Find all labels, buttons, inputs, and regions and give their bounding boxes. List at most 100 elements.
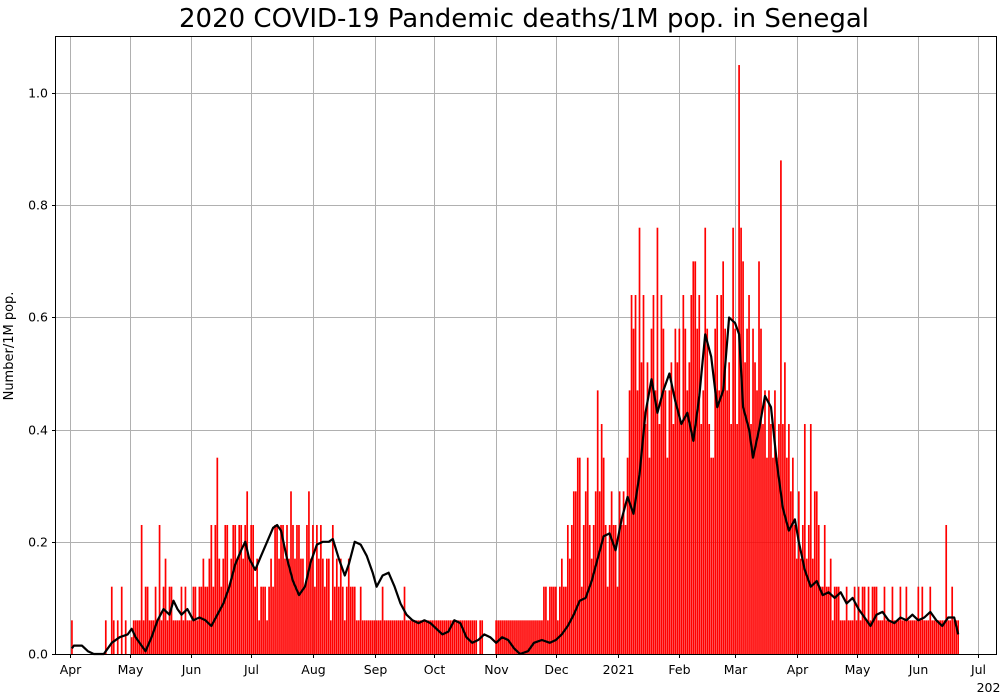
daily-death-bar [316, 524, 318, 654]
daily-death-bar [819, 586, 822, 654]
daily-death-bar [843, 620, 846, 654]
daily-death-bar [666, 457, 669, 654]
daily-death-bar [901, 620, 904, 654]
bars-layer [71, 65, 960, 654]
daily-death-bar [784, 362, 786, 654]
daily-death-bar [724, 328, 726, 654]
daily-death-bar [252, 524, 255, 654]
daily-death-bar [658, 424, 661, 654]
daily-death-bar [497, 620, 499, 654]
daily-death-bar [652, 295, 655, 654]
daily-death-bar [640, 362, 643, 654]
daily-death-bar [847, 620, 850, 654]
x-tick-label: Oct [424, 662, 446, 677]
daily-death-bar [594, 491, 597, 654]
daily-death-bar [742, 261, 744, 654]
daily-death-bar [867, 586, 870, 654]
daily-death-bar [604, 524, 607, 654]
x-tick-label: Aug [301, 662, 325, 677]
daily-death-bar [292, 524, 294, 654]
daily-death-bar [929, 586, 932, 654]
daily-death-bar [282, 524, 284, 654]
daily-death-bar [116, 620, 119, 654]
daily-death-bar [614, 524, 617, 654]
daily-death-bar [933, 620, 936, 654]
daily-death-bar [815, 491, 818, 654]
daily-death-bar [825, 586, 828, 654]
daily-death-bar [559, 586, 561, 654]
daily-death-bar [387, 620, 390, 654]
grid-layer [56, 37, 996, 655]
daily-death-bar [590, 558, 593, 654]
daily-death-bar [449, 620, 452, 654]
daily-death-bar [222, 558, 225, 654]
daily-death-bar [523, 620, 525, 654]
daily-death-bar [752, 328, 754, 654]
daily-death-bar [324, 586, 326, 654]
daily-death-bar [570, 524, 573, 654]
daily-death-bar [909, 620, 912, 654]
daily-death-bar [618, 491, 621, 654]
daily-death-bar [545, 586, 547, 654]
daily-death-bar [654, 390, 657, 654]
daily-death-bar [951, 586, 954, 654]
daily-death-bar [778, 424, 780, 654]
daily-death-bar [264, 586, 266, 654]
daily-death-bar [782, 424, 784, 654]
daily-death-bar [373, 620, 376, 654]
y-tick-label: 0.4 [28, 423, 48, 438]
daily-death-bar [720, 295, 723, 654]
daily-death-bar [674, 328, 677, 654]
daily-death-bar [853, 586, 856, 654]
y-tick-label: 0.0 [28, 647, 48, 662]
x-tick-label: May [845, 662, 871, 677]
daily-death-bar [429, 620, 432, 654]
daily-death-bar [266, 620, 268, 654]
daily-death-bar [907, 620, 910, 654]
daily-death-bar [172, 620, 175, 654]
daily-death-bar [475, 620, 478, 654]
daily-death-bar [393, 620, 396, 654]
daily-death-bar [312, 524, 314, 654]
daily-death-bar [608, 524, 611, 654]
daily-death-bar [419, 620, 422, 654]
daily-death-bar [710, 457, 713, 654]
daily-death-bar [371, 620, 374, 654]
daily-death-bar [198, 586, 201, 654]
daily-death-bar [174, 620, 177, 654]
daily-death-bar [274, 524, 276, 654]
daily-death-bar [405, 620, 408, 654]
daily-death-bar [835, 586, 838, 654]
daily-death-bar [326, 558, 328, 654]
daily-death-bar [363, 620, 366, 654]
daily-death-bar [543, 586, 545, 654]
daily-death-bar [606, 586, 609, 654]
daily-death-bar [622, 491, 625, 654]
daily-death-bar [596, 390, 599, 654]
daily-death-bar [541, 620, 543, 654]
daily-death-bar [592, 524, 595, 654]
daily-death-bar [320, 524, 322, 654]
daily-death-bar [407, 620, 410, 654]
daily-death-bar [801, 524, 804, 654]
daily-death-bar [564, 586, 567, 654]
daily-death-bar [104, 620, 107, 654]
daily-death-bar [469, 620, 472, 654]
daily-death-bar [582, 524, 585, 654]
daily-death-bar [849, 620, 852, 654]
daily-death-bar [445, 620, 448, 654]
daily-death-bar [547, 620, 549, 654]
daily-death-bar [740, 227, 742, 654]
daily-death-bar [214, 524, 217, 654]
daily-death-bar [250, 524, 253, 654]
daily-death-bar [935, 620, 938, 654]
daily-death-bar [805, 558, 808, 654]
daily-death-bar [859, 620, 862, 654]
daily-death-bar [164, 558, 167, 654]
daily-death-bar [130, 637, 133, 654]
daily-death-bar [154, 586, 157, 654]
daily-death-bar [889, 620, 892, 654]
daily-death-bar [803, 424, 806, 654]
daily-death-bar [377, 620, 380, 654]
daily-death-bar [684, 328, 687, 654]
